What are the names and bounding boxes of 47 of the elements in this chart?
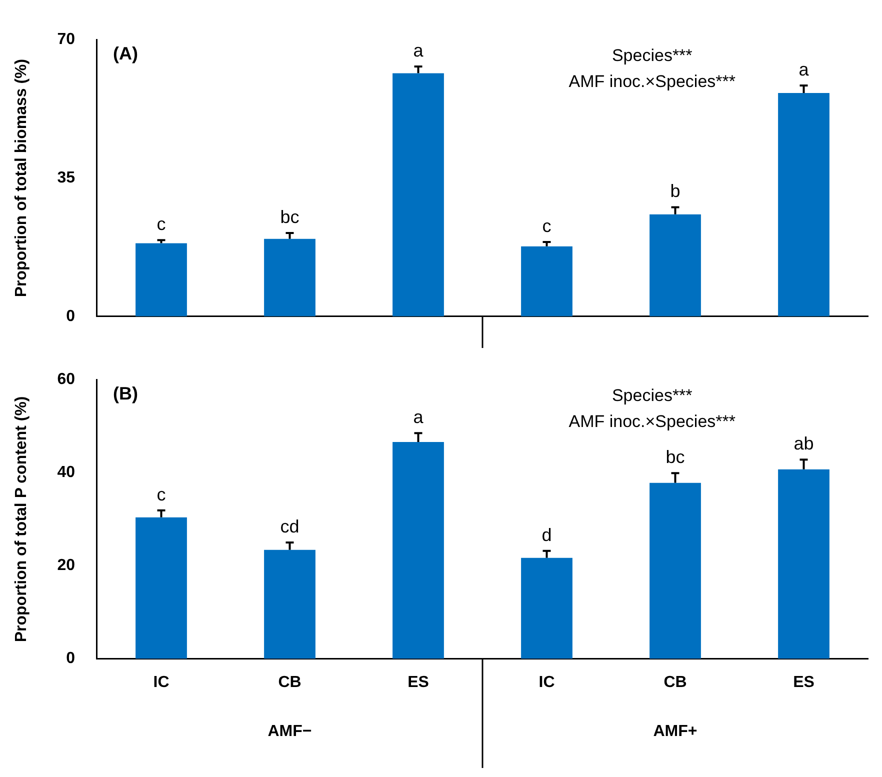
bar	[264, 550, 316, 659]
x-tick-label: IC	[153, 674, 170, 691]
data-label: cd	[280, 516, 300, 536]
annotation: Species***	[612, 46, 693, 65]
data-label: d	[542, 524, 552, 545]
chart-title: (B)	[112, 384, 138, 404]
x-tick-label: ES	[408, 674, 430, 691]
bar	[136, 243, 187, 316]
bar	[650, 214, 701, 316]
y-tick-label: 0	[66, 308, 76, 325]
x-tick-label: CB	[664, 674, 687, 691]
chart-title: (A)	[112, 44, 138, 64]
data-label: bc	[280, 206, 300, 227]
x-tick-label: CB	[278, 674, 302, 691]
data-label: ab	[794, 434, 814, 454]
bar	[136, 517, 187, 659]
text: AMF−	[268, 723, 312, 740]
bar	[778, 92, 830, 316]
data-label: bc	[666, 447, 685, 468]
bar	[392, 73, 444, 316]
y-axis-title: Proportion of total biomass (%)	[13, 58, 30, 298]
y-tick-label: 40	[57, 464, 76, 482]
annotation: AMF inoc.×Species***	[568, 72, 736, 91]
data-label: c	[156, 484, 166, 504]
x-tick-label: IC	[538, 674, 556, 691]
data-label: a	[413, 407, 424, 428]
data-label: c	[542, 216, 552, 236]
text: AMF+	[653, 723, 698, 740]
annotation: AMF inoc.×Species***	[568, 412, 736, 431]
y-tick-label: 70	[57, 31, 76, 48]
bar	[521, 246, 572, 316]
data-label: a	[798, 59, 810, 80]
bar	[392, 442, 444, 659]
y-tick-label: 20	[57, 557, 76, 574]
data-label: c	[156, 214, 166, 234]
y-tick-label: 0	[66, 650, 76, 668]
y-tick-label: 60	[57, 371, 76, 388]
x-tick-label: ES	[793, 674, 815, 691]
y-tick-label: 35	[57, 169, 76, 186]
bar	[778, 469, 830, 659]
bar	[521, 558, 572, 659]
data-label: a	[413, 40, 424, 60]
data-label: b	[670, 181, 680, 202]
y-axis-title: Proportion of total P content (%)	[13, 396, 30, 642]
bar	[650, 482, 701, 659]
bar	[264, 238, 316, 316]
annotation: Species***	[612, 386, 693, 405]
